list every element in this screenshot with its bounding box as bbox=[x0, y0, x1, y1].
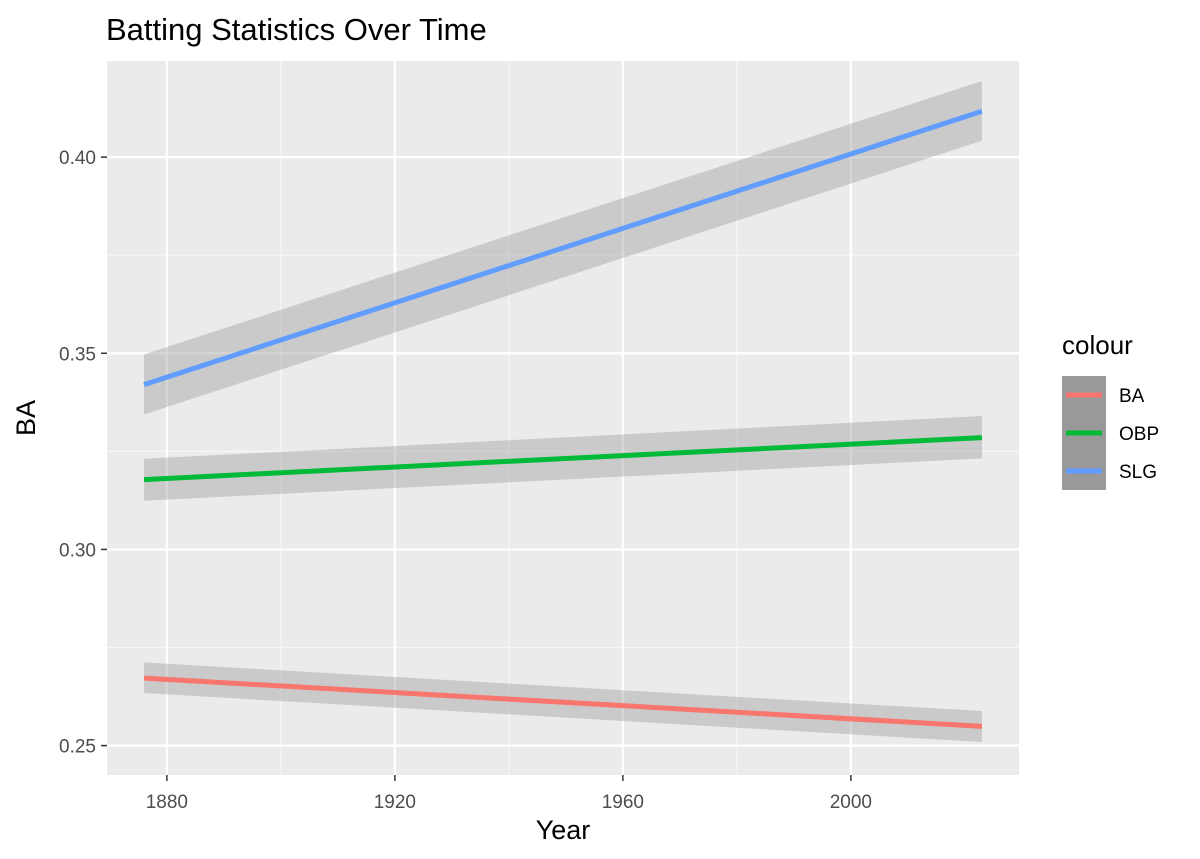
y-tick-label: 0.25 bbox=[59, 737, 96, 758]
x-tick-label: 1960 bbox=[602, 792, 644, 813]
y-axis-title: BA bbox=[11, 400, 41, 436]
legend-label-obp: OBP bbox=[1119, 424, 1159, 445]
x-axis: 1880 1920 1960 2000 bbox=[146, 775, 872, 813]
legend-label-ba: BA bbox=[1119, 386, 1145, 407]
legend: colour BA OBP SLG bbox=[1062, 330, 1159, 490]
line-obp bbox=[143, 435, 983, 483]
plot-panel bbox=[107, 61, 1019, 775]
grid-major bbox=[107, 61, 1019, 775]
x-tick-label: 1920 bbox=[374, 792, 416, 813]
y-axis: 0.25 0.30 0.35 0.40 bbox=[59, 148, 107, 758]
line-slg bbox=[143, 108, 983, 388]
x-tick-label: 1880 bbox=[146, 792, 188, 813]
legend-label-slg: SLG bbox=[1119, 462, 1157, 483]
y-tick-label: 0.40 bbox=[59, 148, 96, 169]
y-tick-label: 0.30 bbox=[59, 540, 96, 561]
legend-title: colour bbox=[1062, 330, 1133, 360]
series-lines bbox=[143, 108, 983, 729]
x-tick-label: 2000 bbox=[830, 792, 872, 813]
y-tick-label: 0.35 bbox=[59, 344, 96, 365]
line-ba bbox=[143, 675, 983, 729]
grid-minor bbox=[107, 61, 1019, 775]
chart-title: Batting Statistics Over Time bbox=[106, 12, 487, 47]
x-axis-title: Year bbox=[536, 815, 591, 845]
